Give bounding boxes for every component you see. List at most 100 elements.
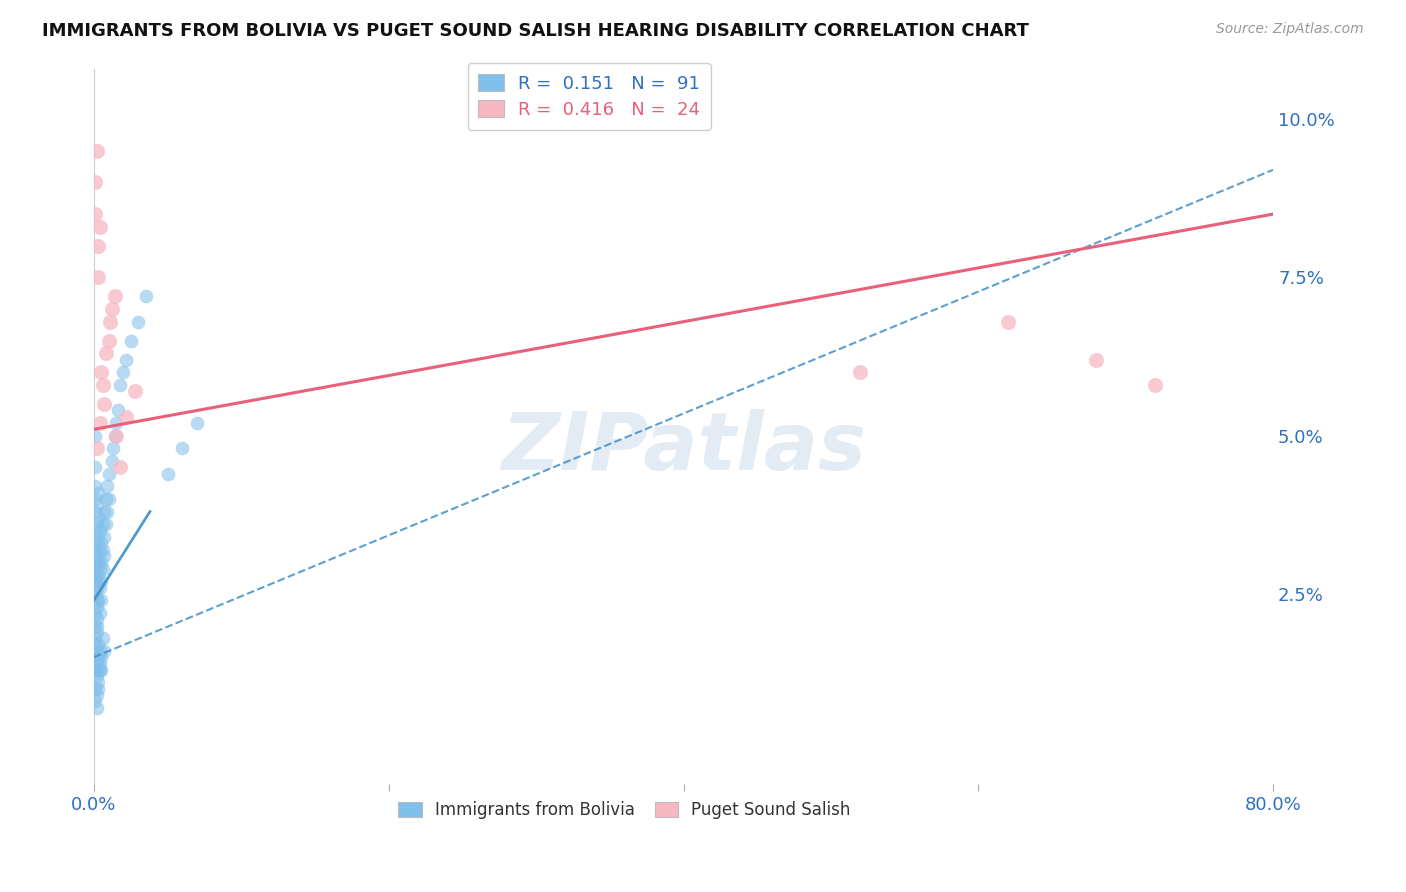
Point — [87, 485, 110, 500]
Point — [86, 700, 108, 714]
Point — [98, 315, 121, 329]
Point — [84, 650, 107, 665]
Point — [84, 479, 107, 493]
Point — [87, 663, 110, 677]
Point — [84, 694, 107, 708]
Point — [115, 352, 138, 367]
Point — [84, 505, 107, 519]
Point — [89, 644, 111, 658]
Point — [1085, 352, 1108, 367]
Point — [87, 675, 110, 690]
Point — [86, 688, 108, 702]
Point — [849, 365, 872, 379]
Point — [87, 638, 110, 652]
Point — [91, 561, 114, 575]
Point — [97, 491, 120, 506]
Point — [94, 491, 117, 506]
Point — [86, 549, 108, 563]
Point — [87, 567, 110, 582]
Point — [100, 301, 122, 316]
Point — [89, 657, 111, 671]
Point — [110, 378, 132, 392]
Point — [84, 207, 107, 221]
Point — [90, 365, 112, 379]
Point — [89, 416, 111, 430]
Point — [93, 530, 115, 544]
Text: ZIPatlas: ZIPatlas — [501, 409, 866, 486]
Point — [94, 346, 117, 360]
Point — [87, 511, 110, 525]
Point — [87, 593, 110, 607]
Point — [94, 517, 117, 532]
Point — [86, 561, 108, 575]
Point — [91, 378, 114, 392]
Point — [110, 460, 132, 475]
Point — [172, 442, 194, 456]
Point — [90, 650, 112, 665]
Point — [90, 663, 112, 677]
Point — [84, 460, 107, 475]
Point — [84, 681, 107, 696]
Point — [84, 176, 107, 190]
Legend: Immigrants from Bolivia, Puget Sound Salish: Immigrants from Bolivia, Puget Sound Sal… — [392, 794, 858, 825]
Point — [87, 574, 110, 589]
Point — [103, 289, 125, 303]
Point — [84, 574, 107, 589]
Point — [84, 491, 107, 506]
Point — [96, 479, 118, 493]
Point — [84, 542, 107, 557]
Point — [997, 315, 1019, 329]
Point — [90, 555, 112, 569]
Point — [89, 581, 111, 595]
Point — [89, 663, 111, 677]
Point — [93, 644, 115, 658]
Point — [90, 536, 112, 550]
Text: Source: ZipAtlas.com: Source: ZipAtlas.com — [1216, 22, 1364, 37]
Point — [105, 416, 128, 430]
Point — [186, 416, 208, 430]
Point — [91, 631, 114, 645]
Point — [84, 663, 107, 677]
Point — [84, 618, 107, 632]
Point — [84, 524, 107, 538]
Point — [91, 542, 114, 557]
Point — [134, 289, 156, 303]
Point — [93, 549, 115, 563]
Point — [89, 542, 111, 557]
Point — [87, 555, 110, 569]
Point — [89, 219, 111, 234]
Point — [86, 442, 108, 456]
Point — [124, 384, 146, 399]
Point — [86, 669, 108, 683]
Point — [86, 612, 108, 626]
Text: IMMIGRANTS FROM BOLIVIA VS PUGET SOUND SALISH HEARING DISABILITY CORRELATION CHA: IMMIGRANTS FROM BOLIVIA VS PUGET SOUND S… — [42, 22, 1029, 40]
Point — [86, 657, 108, 671]
Point — [89, 524, 111, 538]
Point — [87, 270, 110, 285]
Point — [84, 606, 107, 620]
Point — [86, 618, 108, 632]
Point — [86, 581, 108, 595]
Point — [86, 599, 108, 614]
Point — [84, 631, 107, 645]
Point — [97, 334, 120, 348]
Point — [93, 397, 115, 411]
Point — [84, 567, 107, 582]
Point — [87, 650, 110, 665]
Point — [100, 454, 122, 468]
Point — [84, 428, 107, 442]
Point — [86, 144, 108, 158]
Point — [87, 681, 110, 696]
Point — [86, 517, 108, 532]
Point — [87, 238, 110, 252]
Point — [112, 365, 135, 379]
Point — [115, 409, 138, 424]
Point — [86, 644, 108, 658]
Point — [87, 530, 110, 544]
Point — [91, 517, 114, 532]
Point — [90, 593, 112, 607]
Point — [86, 536, 108, 550]
Point — [101, 442, 124, 456]
Point — [103, 428, 125, 442]
Point — [84, 638, 107, 652]
